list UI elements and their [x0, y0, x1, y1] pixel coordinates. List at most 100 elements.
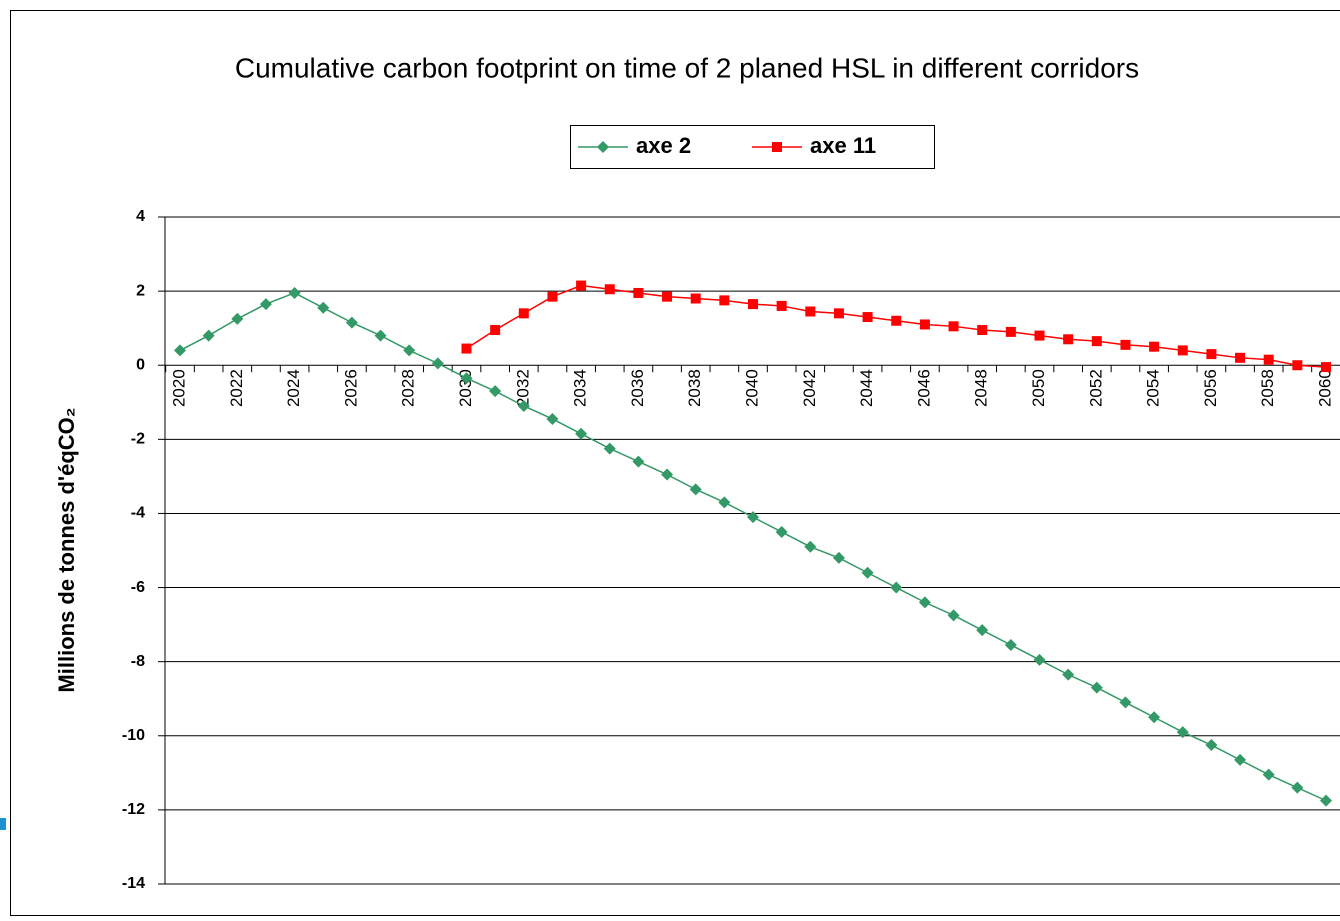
- x-tick-label: 2054: [1144, 369, 1163, 407]
- point: [662, 291, 673, 302]
- point: [1004, 638, 1017, 651]
- x-tick-label: 2060: [1315, 369, 1334, 407]
- point: [1177, 345, 1188, 356]
- point: [661, 468, 674, 481]
- chart-title: Cumulative carbon footprint on time of 2…: [235, 52, 1139, 83]
- point: [517, 399, 530, 412]
- point: [1091, 336, 1102, 347]
- point: [547, 291, 558, 302]
- point: [718, 496, 731, 509]
- point: [576, 280, 587, 291]
- point: [891, 315, 902, 326]
- x-tick-label: 2056: [1201, 369, 1220, 407]
- point: [1205, 739, 1218, 752]
- point: [490, 325, 501, 336]
- point: [604, 284, 615, 295]
- point: [1291, 781, 1304, 794]
- legend-marker: [772, 142, 782, 152]
- point: [861, 566, 874, 579]
- x-tick-label: 2048: [972, 369, 991, 407]
- point: [976, 624, 989, 637]
- point: [231, 312, 244, 325]
- y-tick-label: -8: [131, 653, 145, 670]
- point: [1321, 362, 1331, 373]
- x-tick-label: 2034: [571, 369, 590, 407]
- point: [518, 308, 529, 319]
- y-axis-label: Millions de tonnes d'éqCO₂: [54, 407, 79, 692]
- point: [1235, 352, 1246, 363]
- point: [1063, 334, 1074, 345]
- x-tick-label: 2050: [1029, 369, 1048, 407]
- x-tick-label: 2022: [227, 369, 246, 407]
- point: [775, 525, 788, 538]
- point: [317, 301, 330, 314]
- point: [633, 287, 644, 298]
- x-tick-label: 2032: [513, 369, 532, 407]
- point: [919, 319, 930, 330]
- point: [1263, 354, 1274, 365]
- point: [489, 385, 502, 398]
- x-tick-label: 2028: [399, 369, 418, 407]
- point: [202, 329, 215, 342]
- point: [345, 316, 358, 329]
- x-tick-label: 2040: [742, 369, 761, 407]
- point: [174, 344, 186, 357]
- y-tick-label: -6: [131, 579, 145, 596]
- y-tick-label: -14: [122, 875, 145, 892]
- point: [833, 308, 844, 319]
- point: [805, 306, 816, 317]
- point: [1005, 326, 1016, 337]
- x-tick-label: 2026: [341, 369, 360, 407]
- point: [1090, 681, 1103, 694]
- legend-marker: [597, 141, 609, 153]
- point: [632, 455, 645, 468]
- x-tick-label: 2020: [169, 369, 188, 407]
- point: [374, 329, 387, 342]
- y-tick-label: -12: [122, 801, 145, 818]
- x-tick-label: 2036: [628, 369, 647, 407]
- x-tick-label: 2052: [1086, 369, 1105, 407]
- y-tick-label: 0: [136, 356, 145, 373]
- point: [1262, 768, 1275, 781]
- point: [1120, 339, 1131, 350]
- point: [832, 551, 845, 564]
- legend-label: axe 2: [636, 133, 691, 158]
- point: [1034, 330, 1045, 341]
- point: [1119, 696, 1132, 709]
- y-tick-label: -4: [131, 505, 145, 522]
- point: [1320, 794, 1332, 807]
- x-tick-label: 2058: [1258, 369, 1277, 407]
- point: [259, 298, 272, 311]
- edge-marker: [0, 818, 6, 830]
- y-tick-label: -2: [131, 431, 145, 448]
- x-tick-label: 2042: [800, 369, 819, 407]
- point: [1149, 341, 1160, 352]
- point: [862, 312, 873, 323]
- point: [748, 299, 758, 310]
- point: [690, 293, 701, 304]
- point: [1062, 668, 1075, 681]
- x-tick-label: 2046: [914, 369, 933, 407]
- point: [1292, 360, 1303, 371]
- point: [461, 343, 472, 354]
- point: [804, 540, 817, 553]
- point: [776, 300, 787, 311]
- x-tick-label: 2044: [857, 369, 876, 407]
- point: [1176, 726, 1189, 739]
- point: [890, 581, 903, 594]
- y-tick-label: -10: [122, 727, 145, 744]
- point: [1234, 753, 1247, 766]
- point: [689, 483, 702, 496]
- point: [603, 442, 616, 455]
- point: [918, 596, 931, 609]
- point: [948, 321, 959, 332]
- y-tick-label: 4: [136, 208, 145, 225]
- y-tick-label: 2: [136, 282, 145, 299]
- point: [1033, 653, 1046, 666]
- point: [977, 325, 988, 336]
- point: [431, 357, 444, 370]
- point: [575, 427, 588, 440]
- point: [719, 295, 730, 306]
